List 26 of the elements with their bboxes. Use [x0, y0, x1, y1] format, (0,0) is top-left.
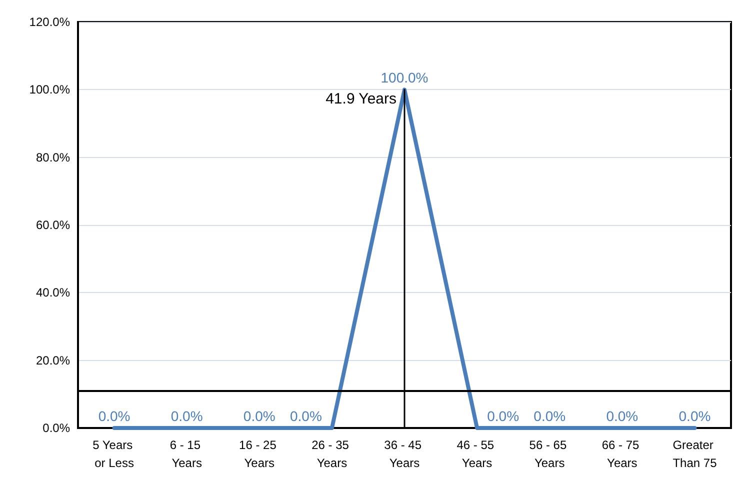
x-tick-label: 36 - 45 Years [384, 438, 425, 470]
data-label: 100.0% [380, 70, 428, 86]
y-tick-label: 60.0% [36, 218, 70, 232]
data-label: 0.0% [678, 408, 711, 424]
data-label: 0.0% [606, 408, 638, 424]
x-tick-label: 46 - 55 Years [456, 438, 498, 470]
x-tick-label: 56 - 65 Years [529, 438, 570, 470]
y-tick-label: 40.0% [36, 286, 70, 300]
x-tick-label: Greater Than 75 [672, 438, 718, 470]
data-label: 0.0% [487, 408, 520, 424]
y-tick-label: 20.0% [36, 353, 70, 368]
data-label: 0.0% [170, 408, 203, 424]
y-tick-label: 120.0% [29, 15, 70, 29]
x-tick-label: 16 - 25 Years [239, 438, 280, 470]
x-tick-label: 66 - 75 Years [602, 438, 643, 470]
y-tick-label: 80.0% [36, 150, 70, 164]
x-tick-label: 6 - 15 Years [170, 438, 204, 470]
data-label: 0.0% [290, 408, 322, 424]
y-tick-label: 100.0% [29, 82, 70, 97]
data-label: 0.0% [243, 408, 276, 424]
x-tick-label: 5 Years or Less [92, 438, 136, 470]
x-tick-label: 26 - 35 Years [312, 438, 352, 470]
y-tick-label: 0.0% [42, 421, 70, 435]
annotation: 41.9 Years [326, 90, 396, 108]
data-label: 0.0% [98, 408, 130, 424]
data-label: 0.0% [534, 408, 566, 424]
